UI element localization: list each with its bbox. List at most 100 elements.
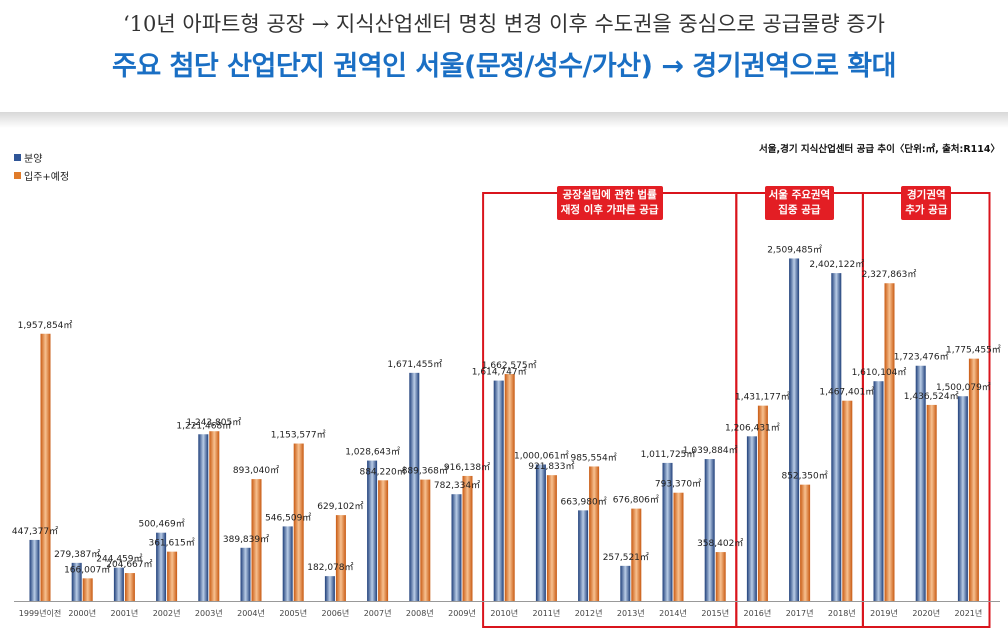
data-label-move-in-12: 921,833㎡ <box>528 461 574 472</box>
data-label-sale-16: 1,039,884㎡ <box>683 445 738 456</box>
chart-title: 서울,경기 지식산업센터 공급 추이〈단위:㎡, 출처:R114〉 <box>758 144 1000 155</box>
bar-sale-11 <box>493 380 504 601</box>
x-tick-label-12: 2011년 <box>533 608 561 618</box>
bar-move-in-19 <box>842 400 853 601</box>
data-label-sale-19: 2,402,122㎡ <box>809 259 864 270</box>
bar-sale-20 <box>873 381 884 601</box>
x-tick-label-16: 2015년 <box>701 608 729 618</box>
x-tick-label-5: 2004년 <box>237 608 265 618</box>
bar-move-in-18 <box>800 484 811 601</box>
x-tick-label-20: 2019년 <box>870 608 898 618</box>
annotation-label-0: 공장설립에 관한 법률 재정 이후 가파른 공급 <box>556 186 663 220</box>
data-label-sale-20: 1,610,104㎡ <box>852 367 907 378</box>
bar-sale-10 <box>451 494 462 601</box>
bar-sale-17 <box>746 436 757 601</box>
bar-sale-0 <box>29 539 40 601</box>
annotation-label-1-line-0: 서울 주요권역 <box>768 189 831 201</box>
bar-move-in-0 <box>40 333 51 601</box>
data-label-sale-18: 2,509,485㎡ <box>767 244 822 255</box>
annotation-label-2: 경기권역 추가 공급 <box>901 186 952 220</box>
data-label-move-in-5: 893,040㎡ <box>233 465 279 476</box>
data-label-move-in-2: 204,667㎡ <box>106 559 152 570</box>
data-label-move-in-10: 916,138㎡ <box>444 462 490 473</box>
legend-label-sale: 분양 <box>24 153 43 165</box>
data-label-move-in-21: 1,436,524㎡ <box>904 391 959 402</box>
data-label-sale-9: 1,671,455㎡ <box>387 359 442 370</box>
bar-sale-18 <box>789 258 800 601</box>
bar-sale-4 <box>198 434 209 601</box>
data-label-move-in-0: 1,957,854㎡ <box>18 320 73 331</box>
x-tick-label-17: 2016년 <box>744 608 772 618</box>
data-label-sale-12: 1,000,061㎡ <box>514 450 569 461</box>
data-label-sale-14: 257,521㎡ <box>603 552 649 563</box>
data-label-sale-7: 182,078㎡ <box>307 562 353 573</box>
bar-move-in-3 <box>167 551 178 601</box>
data-label-sale-6: 546,509㎡ <box>265 512 311 523</box>
data-label-move-in-19: 1,467,401㎡ <box>819 387 874 398</box>
x-tick-label-1: 2000년 <box>68 608 96 618</box>
bar-sale-9 <box>409 372 420 601</box>
data-label-sale-0: 447,377㎡ <box>12 526 58 537</box>
x-tick-label-22: 2021년 <box>955 608 983 618</box>
bar-move-in-9 <box>420 479 431 601</box>
data-label-move-in-14: 676,806㎡ <box>613 495 659 506</box>
legend-label-move-in: 입주+예정 <box>24 171 70 183</box>
data-label-move-in-6: 1,153,577㎡ <box>271 430 326 441</box>
bar-sale-13 <box>578 510 589 601</box>
x-tick-label-4: 2003년 <box>195 608 223 618</box>
x-tick-label-9: 2008년 <box>406 608 434 618</box>
x-tick-label-2: 2001년 <box>111 608 139 618</box>
bar-sale-21 <box>915 365 926 601</box>
annotation-label-1-line-1: 집중 공급 <box>778 204 821 216</box>
legend-item-sale: 분양 <box>14 148 69 166</box>
bar-move-in-2 <box>124 573 135 601</box>
bar-move-in-10 <box>462 475 473 601</box>
data-label-move-in-15: 793,370㎡ <box>655 479 701 490</box>
data-label-move-in-20: 2,327,863㎡ <box>862 269 917 280</box>
bar-move-in-5 <box>251 479 262 601</box>
bar-move-in-21 <box>926 404 937 601</box>
data-label-sale-1: 279,387㎡ <box>54 549 100 560</box>
bar-move-in-14 <box>631 508 642 601</box>
data-label-move-in-7: 629,102㎡ <box>317 501 363 512</box>
x-tick-label-3: 2002년 <box>153 608 181 618</box>
annotation-label-0-line-1: 재정 이후 가파른 공급 <box>560 204 659 216</box>
bar-sale-7 <box>324 576 335 601</box>
bar-sale-14 <box>620 565 631 601</box>
data-label-move-in-22: 1,775,455㎡ <box>946 345 1001 356</box>
x-tick-label-8: 2007년 <box>364 608 392 618</box>
x-tick-label-15: 2014년 <box>659 608 687 618</box>
header: ‘10년 아파트형 공장 → 지식산업센터 명칭 변경 이후 수도권을 중심으로… <box>0 0 1008 118</box>
data-label-move-in-16: 358,402㎡ <box>697 538 743 549</box>
data-label-move-in-8: 884,220㎡ <box>359 466 405 477</box>
bar-sale-5 <box>240 547 251 601</box>
bar-sale-6 <box>282 526 293 601</box>
bar-sale-22 <box>957 396 968 601</box>
bar-sale-1 <box>71 562 82 601</box>
data-label-sale-8: 1,028,643㎡ <box>345 447 400 458</box>
bar-sale-16 <box>704 459 715 601</box>
data-label-sale-4: 1,221,468㎡ <box>176 420 231 431</box>
x-tick-label-7: 2006년 <box>322 608 350 618</box>
data-label-sale-21: 1,723,476㎡ <box>894 352 949 363</box>
x-tick-label-11: 2010년 <box>490 608 518 618</box>
x-tick-label-10: 2009년 <box>448 608 476 618</box>
bar-move-in-12 <box>546 475 557 601</box>
bar-move-in-13 <box>589 466 600 601</box>
x-tick-label-18: 2017년 <box>786 608 814 618</box>
data-label-move-in-4: 1,243,805㎡ <box>186 417 241 428</box>
data-label-sale-22: 1,500,079㎡ <box>936 382 991 393</box>
data-label-sale-13: 663,980㎡ <box>560 496 606 507</box>
bar-move-in-16 <box>715 552 726 601</box>
x-tick-label-6: 2005년 <box>279 608 307 618</box>
bar-move-in-20 <box>884 283 895 601</box>
data-label-move-in-17: 1,431,177㎡ <box>735 392 790 403</box>
data-label-sale-17: 1,206,431㎡ <box>725 422 780 433</box>
legend-swatch-sale <box>14 153 21 161</box>
x-tick-label-14: 2013년 <box>617 608 645 618</box>
data-label-move-in-1: 166,007㎡ <box>64 564 110 575</box>
data-label-sale-11: 1,614,747㎡ <box>472 367 527 378</box>
data-label-move-in-13: 985,554㎡ <box>570 452 616 463</box>
bar-sale-15 <box>662 462 673 601</box>
